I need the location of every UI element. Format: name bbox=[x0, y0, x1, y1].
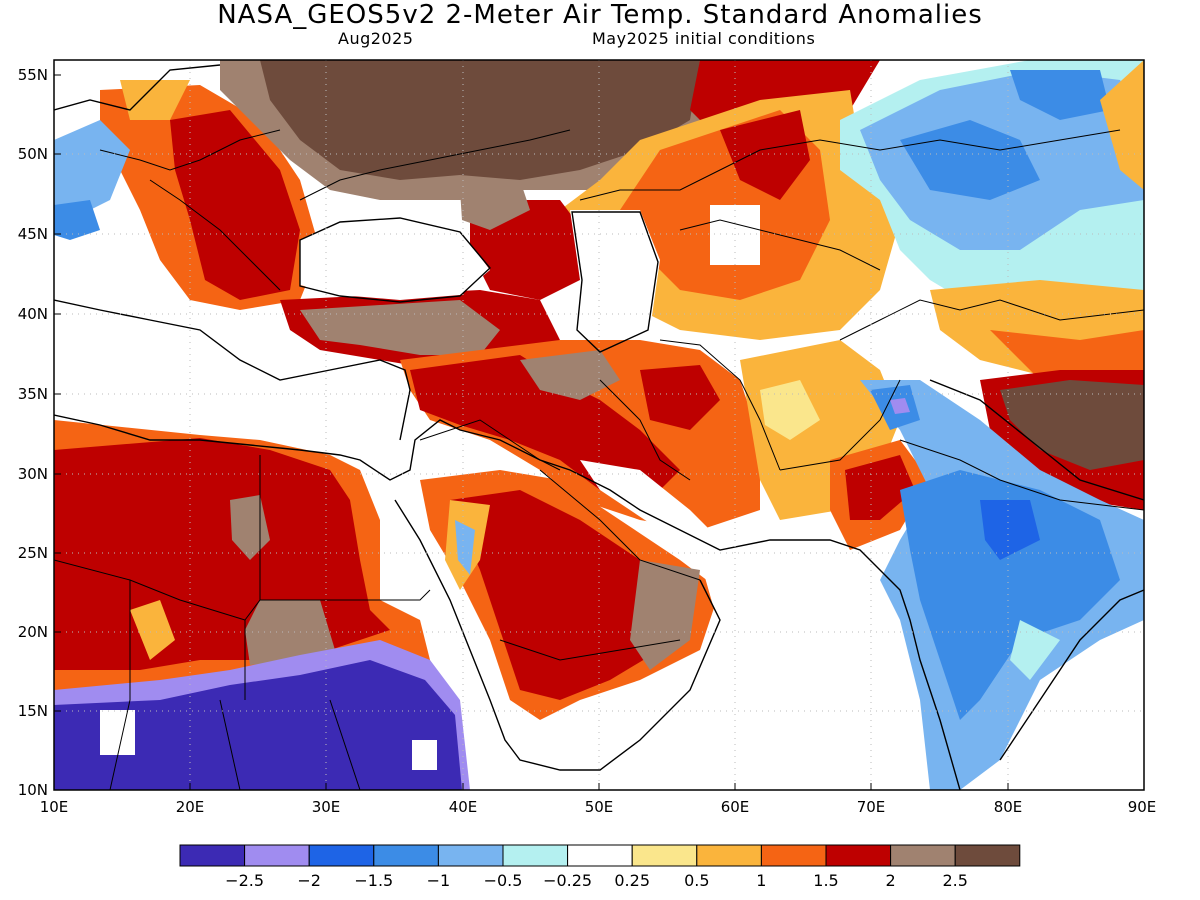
lat-label: 35N bbox=[18, 385, 48, 403]
colorbar-swatch bbox=[373, 844, 439, 867]
lon-label: 80E bbox=[994, 798, 1023, 816]
lat-label: 50N bbox=[18, 145, 48, 163]
colorbar-swatch bbox=[567, 844, 633, 867]
colorbar-swatch bbox=[825, 844, 892, 867]
lon-label: 60E bbox=[721, 798, 750, 816]
initial-conditions: May2025 initial conditions bbox=[592, 29, 816, 48]
colorbar-label: −2 bbox=[297, 871, 321, 890]
colorbar-label: 1.5 bbox=[813, 871, 838, 890]
colorbar-label: 0.25 bbox=[614, 871, 650, 890]
colorbar-label: −0.5 bbox=[484, 871, 523, 890]
lat-label: 45N bbox=[18, 225, 48, 243]
colorbar-swatch bbox=[437, 844, 504, 867]
colorbar-label: 0.5 bbox=[684, 871, 709, 890]
coastlines bbox=[54, 64, 1144, 790]
anomaly-field bbox=[54, 60, 1144, 790]
lat-label: 15N bbox=[18, 702, 48, 720]
colorbar: −2.5 −2 −1.5 −1 −0.5 −0.25 0.25 0.5 1 1.5 2 2.5 bbox=[179, 844, 1021, 890]
colorbar-label: 1 bbox=[756, 871, 766, 890]
latitude-labels: 55N 50N 45N 40N 35N 30N 25N 20N 15N 10N bbox=[18, 66, 48, 799]
colorbar-label: −1.5 bbox=[354, 871, 393, 890]
colorbar-swatch bbox=[954, 844, 1021, 867]
lon-label: 20E bbox=[176, 798, 205, 816]
colorbar-swatch bbox=[179, 844, 246, 867]
colorbar-label: 2.5 bbox=[942, 871, 967, 890]
colorbar-label: −1 bbox=[427, 871, 451, 890]
lat-label: 55N bbox=[18, 66, 48, 84]
colorbar-swatch bbox=[760, 844, 827, 867]
lon-label: 10E bbox=[40, 798, 69, 816]
colorbar-swatch bbox=[502, 844, 569, 867]
lon-label: 30E bbox=[312, 798, 341, 816]
lon-label: 50E bbox=[585, 798, 614, 816]
axis-ticks bbox=[53, 74, 1145, 791]
valid-month: Aug2025 bbox=[338, 29, 414, 48]
colorbar-swatch bbox=[890, 844, 956, 867]
lon-label: 70E bbox=[857, 798, 886, 816]
longitude-labels: 10E 20E 30E 40E 50E 60E 70E 80E 90E bbox=[40, 798, 1157, 816]
lat-label: 30N bbox=[18, 465, 48, 483]
lat-label: 20N bbox=[18, 623, 48, 641]
map-title: NASA_GEOS5v2 2-Meter Air Temp. Standard … bbox=[217, 0, 983, 30]
colorbar-swatch bbox=[696, 844, 762, 867]
country-borders bbox=[54, 129, 1144, 790]
lat-label: 25N bbox=[18, 544, 48, 562]
colorbar-swatch bbox=[244, 844, 310, 867]
lon-label: 40E bbox=[449, 798, 478, 816]
colorbar-label: −2.5 bbox=[225, 871, 264, 890]
lat-label: 10N bbox=[18, 781, 48, 799]
colorbar-label: −0.25 bbox=[543, 871, 592, 890]
colorbar-label: 2 bbox=[886, 871, 896, 890]
lon-label: 90E bbox=[1128, 798, 1157, 816]
lat-label: 40N bbox=[18, 305, 48, 323]
colorbar-swatch bbox=[308, 844, 375, 867]
colorbar-swatch bbox=[631, 844, 698, 867]
